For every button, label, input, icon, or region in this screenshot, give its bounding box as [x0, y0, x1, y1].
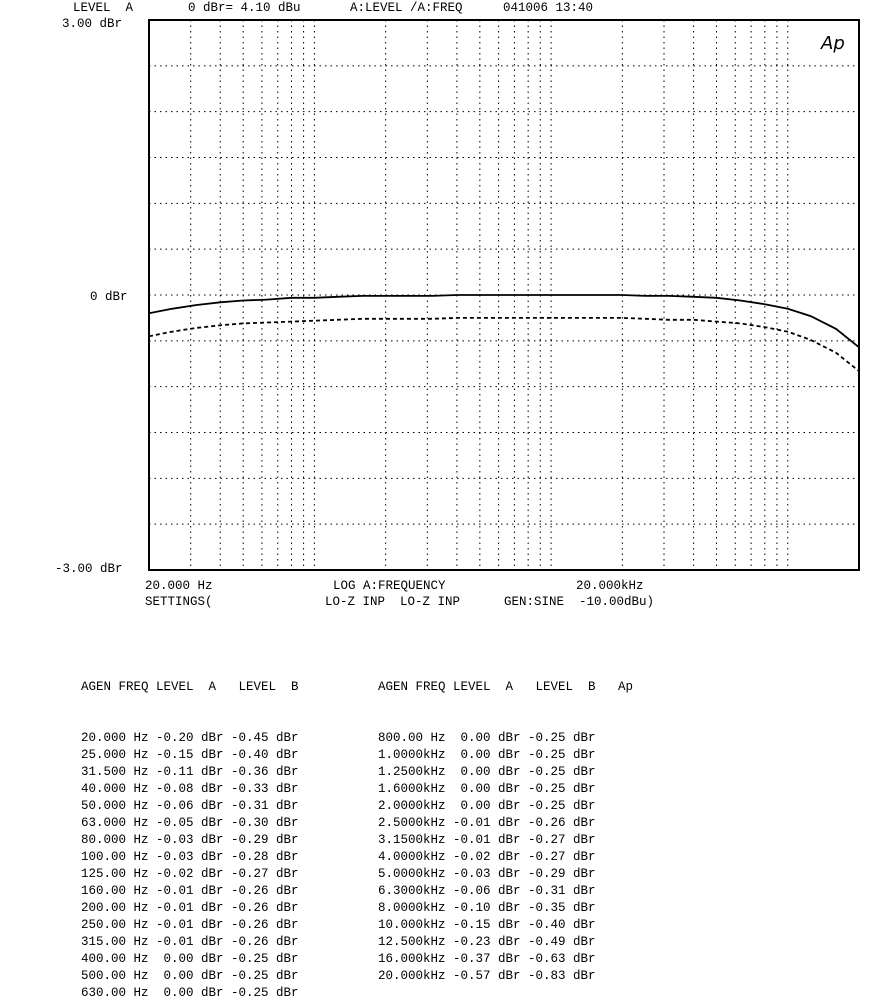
- table-row: 4.0000kHz -0.02 dBr -0.27 dBr: [378, 850, 596, 864]
- x-axis-title: LOG A:FREQUENCY: [333, 579, 446, 593]
- table-row: 1.0000kHz 0.00 dBr -0.25 dBr: [378, 748, 596, 762]
- table-row: 40.000 Hz -0.08 dBr -0.33 dBr: [81, 782, 299, 796]
- header-channel: LEVEL A: [73, 1, 134, 15]
- table-header-right: AGEN FREQ LEVEL A LEVEL B Ap: [378, 680, 634, 694]
- table-row: 20.000kHz -0.57 dBr -0.83 dBr: [378, 969, 596, 983]
- table-row: 1.2500kHz 0.00 dBr -0.25 dBr: [378, 765, 596, 779]
- table-header-left: AGEN FREQ LEVEL A LEVEL B: [81, 680, 299, 694]
- table-row: 250.00 Hz -0.01 dBr -0.26 dBr: [81, 918, 299, 932]
- table-row: 400.00 Hz 0.00 dBr -0.25 dBr: [81, 952, 299, 966]
- plot-frame: [148, 19, 860, 571]
- table-row: 16.000kHz -0.37 dBr -0.63 dBr: [378, 952, 596, 966]
- header-sweep: A:LEVEL /A:FREQ: [350, 1, 463, 15]
- table-row: 800.00 Hz 0.00 dBr -0.25 dBr: [378, 731, 596, 745]
- data-table-left: AGEN FREQ LEVEL A LEVEL B 20.000 Hz -0.2…: [81, 645, 299, 1000]
- table-row: 8.0000kHz -0.10 dBr -0.35 dBr: [378, 901, 596, 915]
- table-row: 500.00 Hz 0.00 dBr -0.25 dBr: [81, 969, 299, 983]
- table-row: 12.500kHz -0.23 dBr -0.49 dBr: [378, 935, 596, 949]
- data-table-right: AGEN FREQ LEVEL A LEVEL B Ap 800.00 Hz 0…: [378, 645, 634, 983]
- y-tick-bottom: -3.00 dBr: [55, 562, 123, 576]
- table-row: 6.3000kHz -0.06 dBr -0.31 dBr: [378, 884, 596, 898]
- settings-inputs: LO-Z INP LO-Z INP: [325, 595, 461, 609]
- series-line-a: [148, 294, 860, 349]
- header-timestamp: 041006 13:40: [503, 1, 594, 15]
- table-row: 63.000 Hz -0.05 dBr -0.30 dBr: [81, 816, 299, 830]
- settings-label: SETTINGS(: [145, 595, 213, 609]
- table-row: 125.00 Hz -0.02 dBr -0.27 dBr: [81, 867, 299, 881]
- table-row: 100.00 Hz -0.03 dBr -0.28 dBr: [81, 850, 299, 864]
- table-row: 160.00 Hz -0.01 dBr -0.26 dBr: [81, 884, 299, 898]
- table-row: 10.000kHz -0.15 dBr -0.40 dBr: [378, 918, 596, 932]
- table-row: 2.5000kHz -0.01 dBr -0.26 dBr: [378, 816, 596, 830]
- table-row: 200.00 Hz -0.01 dBr -0.26 dBr: [81, 901, 299, 915]
- y-tick-zero: 0 dBr: [90, 290, 128, 304]
- table-row: 50.000 Hz -0.06 dBr -0.31 dBr: [81, 799, 299, 813]
- x-tick-end: 20.000kHz: [576, 579, 644, 593]
- table-row: 2.0000kHz 0.00 dBr -0.25 dBr: [378, 799, 596, 813]
- ap-logo: Ap: [820, 33, 845, 54]
- x-tick-start: 20.000 Hz: [145, 579, 213, 593]
- table-row: 80.000 Hz -0.03 dBr -0.29 dBr: [81, 833, 299, 847]
- table-row: 3.1500kHz -0.01 dBr -0.27 dBr: [378, 833, 596, 847]
- series-line-b: [148, 316, 860, 372]
- table-row: 5.0000kHz -0.03 dBr -0.29 dBr: [378, 867, 596, 881]
- header-reference: 0 dBr= 4.10 dBu: [188, 1, 301, 15]
- table-row: 25.000 Hz -0.15 dBr -0.40 dBr: [81, 748, 299, 762]
- table-row: 315.00 Hz -0.01 dBr -0.26 dBr: [81, 935, 299, 949]
- settings-generator: GEN:SINE -10.00dBu): [504, 595, 655, 609]
- y-tick-top: 3.00 dBr: [62, 17, 123, 31]
- table-row: 31.500 Hz -0.11 dBr -0.36 dBr: [81, 765, 299, 779]
- table-row: 20.000 Hz -0.20 dBr -0.45 dBr: [81, 731, 299, 745]
- plot-curves: [148, 294, 860, 372]
- table-row: 1.6000kHz 0.00 dBr -0.25 dBr: [378, 782, 596, 796]
- response-plot: Ap: [148, 19, 860, 571]
